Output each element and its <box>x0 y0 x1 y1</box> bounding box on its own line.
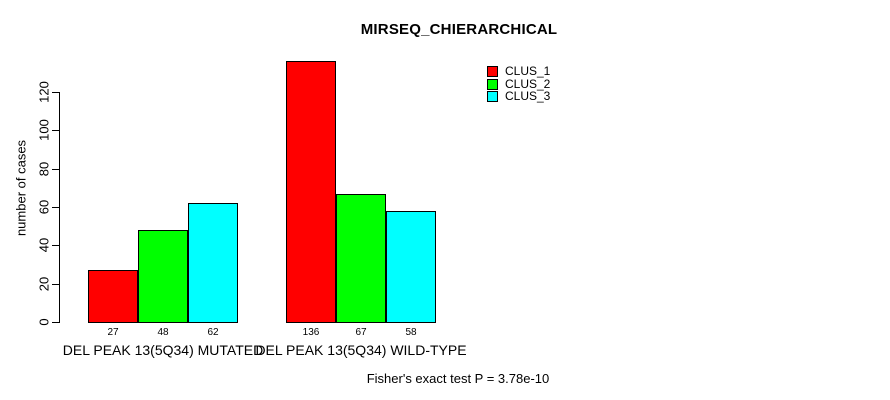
y-axis-label: number of cases <box>13 139 29 237</box>
x-category-label-mutated: DEL PEAK 13(5Q34) MUTATED <box>62 342 264 358</box>
bar-clus_3-group1 <box>188 203 238 323</box>
bar-value-label: 27 <box>107 327 119 338</box>
y-axis-tick-label: 40 <box>36 237 52 253</box>
bar-clus_2-group1 <box>138 230 188 323</box>
x-category-label-wild-type: DEL PEAK 13(5Q34) WILD-TYPE <box>255 342 467 358</box>
bar-value-label: 58 <box>405 327 417 338</box>
fisher-test-annotation: Fisher's exact test P = 3.78e-10 <box>366 371 550 386</box>
bar-clus_2-group2 <box>336 194 386 323</box>
bar-clus_1-group2 <box>286 61 336 323</box>
bar-value-label: 136 <box>302 327 320 338</box>
legend-label-clus_1: CLUS_1 <box>505 64 551 78</box>
y-axis-tick-label: 0 <box>36 318 52 326</box>
y-axis-tick <box>52 207 59 208</box>
bar-value-label: 67 <box>355 327 367 338</box>
y-axis-tick <box>52 284 59 285</box>
bar-clus_3-group2 <box>386 211 436 323</box>
y-axis-tick-label: 100 <box>36 119 52 141</box>
legend-swatch-clus_3 <box>487 91 498 102</box>
y-axis-tick-label: 20 <box>36 276 52 292</box>
y-axis-tick <box>52 92 59 93</box>
y-axis-tick <box>52 322 59 323</box>
y-axis-line <box>59 92 60 323</box>
bar-value-label: 48 <box>157 327 169 338</box>
y-axis-tick-label: 60 <box>36 199 52 215</box>
chart-title: MIRSEQ_CHIERARCHICAL <box>360 21 558 38</box>
bar-value-label: 62 <box>207 327 219 338</box>
bar-clus_1-group1 <box>88 270 138 323</box>
legend-swatch-clus_1 <box>487 66 498 77</box>
legend-label-clus_3: CLUS_3 <box>505 89 551 103</box>
y-axis-tick <box>52 169 59 170</box>
legend-swatch-clus_2 <box>487 79 498 90</box>
legend-label-clus_2: CLUS_2 <box>505 77 551 91</box>
y-axis-tick-label: 80 <box>36 161 52 177</box>
y-axis-tick <box>52 245 59 246</box>
y-axis-tick <box>52 130 59 131</box>
y-axis-tick-label: 120 <box>36 81 52 103</box>
